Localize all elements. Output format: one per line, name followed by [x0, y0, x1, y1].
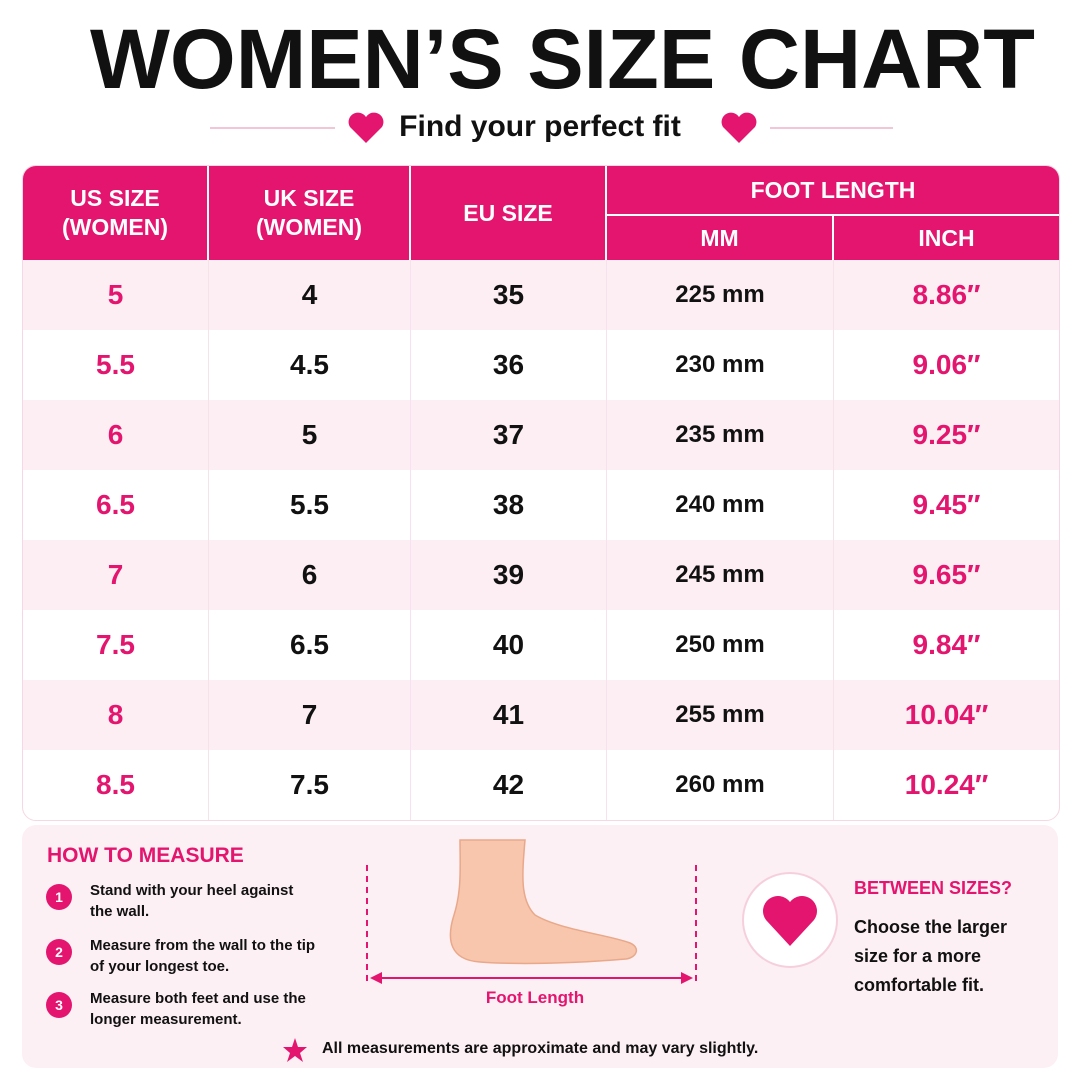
- table-cell: 37: [411, 400, 607, 470]
- step-text: Stand with your heel against the wall.: [90, 882, 294, 920]
- table-cell: 240 mm: [607, 470, 834, 540]
- diagram-label: Foot Length: [485, 988, 585, 1007]
- table-cell: 36: [411, 330, 607, 400]
- table-row: 7.5 6.5 40 250 mm 9.84″: [23, 610, 1059, 680]
- table-row: 7 6 39 245 mm 9.65″: [23, 540, 1060, 610]
- group-header: FOOT LENGTH: [607, 166, 1060, 214]
- table-cell: 5.5: [23, 330, 209, 400]
- table-cell: 8: [23, 680, 209, 750]
- table-cell: 7: [23, 540, 209, 610]
- table-cell: 6.5: [23, 470, 209, 540]
- table-cell: 9.84″: [912, 629, 981, 660]
- table-row: 8 7 41 255 mm 10.04″: [23, 680, 1060, 750]
- table-cell: 230 mm: [607, 330, 834, 400]
- table-cell: 41: [411, 680, 607, 750]
- heart-icon: [742, 872, 838, 968]
- table-cell: 5: [23, 260, 209, 330]
- table-cell: 245 mm: [607, 540, 834, 610]
- title-box: WOMEN’S SIZE CHART: [90, 12, 1035, 106]
- table-cell: 4.5: [209, 330, 411, 400]
- step-number: 2: [46, 939, 72, 965]
- table-cell: 8.5: [23, 750, 209, 820]
- size-table: US SIZE (WOMEN) UK SIZE (WOMEN) EU SIZE …: [22, 165, 1061, 821]
- table-row: 6 5 37 235 mm 9.25″: [23, 400, 1060, 470]
- column-header: MM: [607, 214, 834, 260]
- tip-text: Choose the larger size for a more comfor…: [854, 917, 1008, 995]
- table-row: 6.5 5.5 38 240 mm 9.45″: [23, 470, 1059, 540]
- table-cell: 9.25″: [834, 400, 1060, 470]
- table-cell: 260 mm: [607, 750, 834, 820]
- table-cell: 255 mm: [607, 680, 834, 750]
- subtitle-decor: [210, 112, 893, 143]
- table-cell: 5: [209, 400, 411, 470]
- table-cell: 6: [23, 400, 209, 470]
- step: 2 Measure from the wall to the tip of you…: [46, 935, 316, 977]
- table-cell: 4: [209, 260, 411, 330]
- table-cell: 7.5: [23, 610, 209, 680]
- table-cell: 42: [411, 750, 607, 820]
- step-number: 3: [46, 992, 72, 1018]
- step-text: Measure from the wall to the tip of your…: [90, 937, 316, 975]
- step: 1 Stand with your heel against the wall.: [46, 880, 316, 922]
- subtitle: Find your perfect fit: [399, 110, 681, 143]
- table-cell: 9.65″: [834, 540, 1060, 610]
- table-cell: 38: [411, 470, 607, 540]
- table-row: 5 4 35 225 mm 8.86″: [23, 260, 1060, 330]
- table-cell: 8.86″: [834, 260, 1060, 330]
- column-header: US SIZE (WOMEN): [23, 166, 209, 260]
- column-header: UK SIZE (WOMEN): [209, 166, 411, 260]
- table-cell: 9.45″: [912, 489, 981, 520]
- table-cell: 39: [411, 540, 607, 610]
- table-cell: 10.24″: [904, 769, 989, 800]
- table-cell: 9.06″: [912, 349, 981, 380]
- column-header: INCH: [834, 214, 1060, 260]
- table-cell: 6.5: [209, 610, 411, 680]
- step: 3 Measure both feet and use the longer me…: [46, 988, 316, 1030]
- table-cell: 6: [209, 540, 411, 610]
- column-header: EU SIZE: [411, 166, 607, 260]
- foot-diagram: [366, 839, 697, 985]
- footnote: All measurements are approximate and may…: [322, 1040, 759, 1057]
- title: WOMEN’S SIZE CHART: [90, 12, 1035, 106]
- table-cell: 40: [411, 610, 607, 680]
- star-icon: [283, 1038, 307, 1062]
- table-cell: 10.04″: [834, 680, 1060, 750]
- table-cell: 7: [209, 680, 411, 750]
- table-cell: 35: [411, 260, 607, 330]
- section-title: BETWEEN SIZES?: [854, 878, 1013, 898]
- table-row: 5.5 4.5 36 230 mm 9.06″: [23, 330, 1059, 400]
- step-text: Measure both feet and use the longer mea…: [90, 990, 306, 1028]
- table-cell: 7.5: [209, 750, 411, 820]
- step-number: 1: [46, 884, 72, 910]
- table-cell: 235 mm: [607, 400, 834, 470]
- table-cell: 5.5: [209, 470, 411, 540]
- table-cell: 225 mm: [607, 260, 834, 330]
- section-title: HOW TO MEASURE: [47, 844, 244, 867]
- table-row: 8.5 7.5 42 260 mm 10.24″: [23, 750, 1059, 820]
- table-cell: 250 mm: [607, 610, 834, 680]
